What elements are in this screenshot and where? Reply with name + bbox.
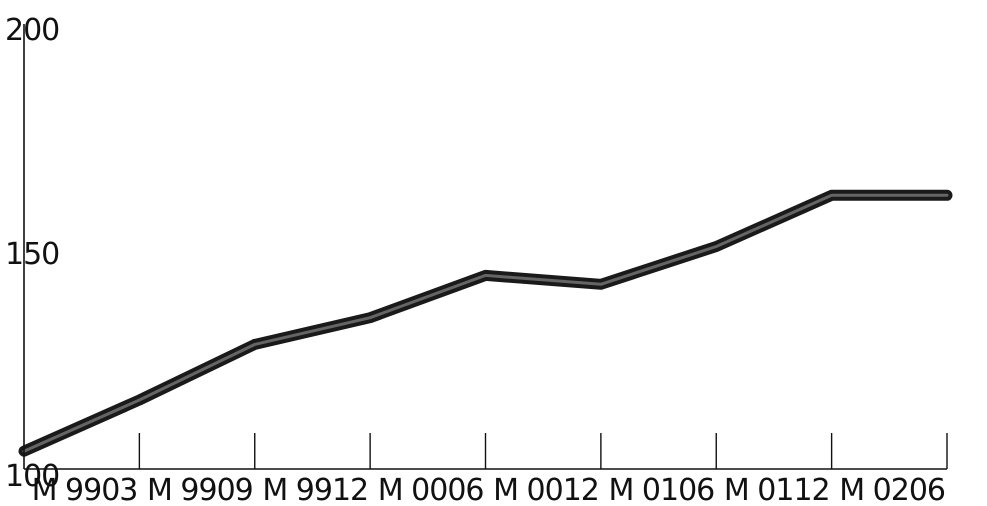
y-tick-label-100: 100 [5,459,59,494]
series-line-highlight [22,193,949,453]
x-tick-label: M 9903 [32,473,138,506]
data-point [485,275,486,276]
data-point [947,195,948,196]
data-point [600,284,601,285]
data-point [254,344,255,345]
y-tick-label-200: 200 [5,13,59,48]
x-tick-label: M 0106 [608,473,714,506]
data-point [716,246,717,247]
y-tick-label-150: 150 [5,237,59,272]
x-tick-labels: M 9903 M 9909 M 9912 M 0006 M 0012 M 0106 M 01… [32,433,948,506]
series-line [18,189,953,457]
x-tick-label: M 0206 [839,473,945,506]
data-point [831,195,832,196]
x-tick-label: M 0112 [724,473,830,506]
axes [23,24,947,470]
x-tick-label: M 0006 [378,473,484,506]
data-point [139,400,140,401]
x-tick-label: M 9912 [262,473,368,506]
plot-area [18,189,953,457]
y-tick-labels: 200 150 100 [5,13,60,494]
x-tick-label: M 9909 [147,473,253,506]
x-tick-label: M 0012 [493,473,599,506]
data-point [370,317,371,318]
